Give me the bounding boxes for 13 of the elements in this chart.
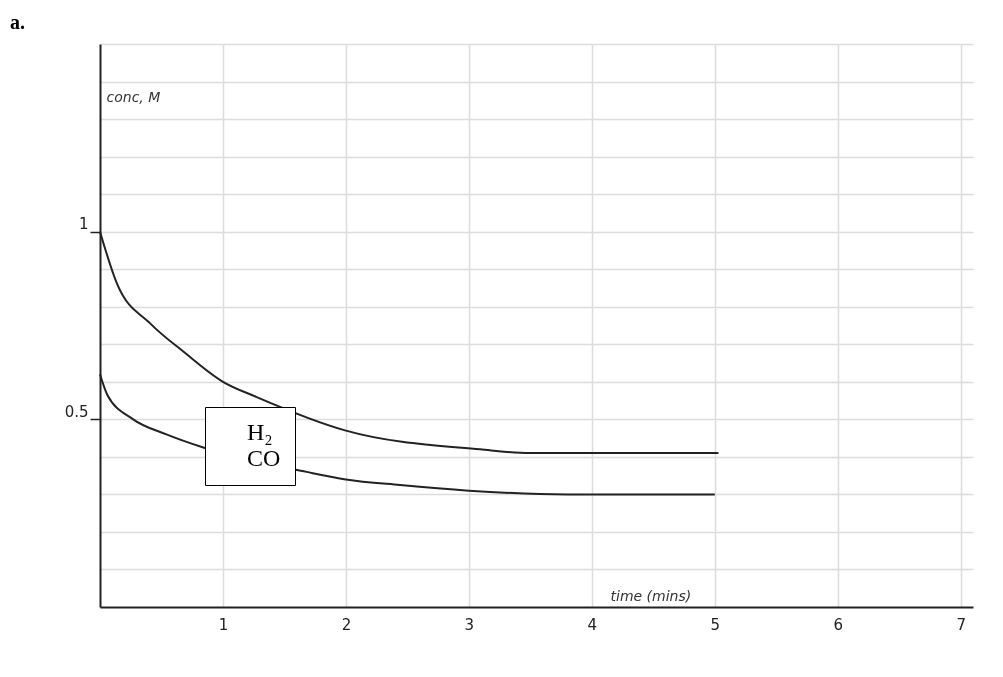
x-tick-label: 5: [710, 615, 721, 634]
series-label: H₂: [247, 419, 273, 445]
series-label: CO: [247, 445, 281, 471]
chart-title: a.: [10, 11, 25, 33]
y-tick-label: 0.5: [64, 402, 89, 421]
x-tick-label: 1: [218, 615, 229, 634]
x-tick-label: 6: [833, 615, 844, 634]
x-tick-label: 4: [587, 615, 598, 634]
x-axis-title: time (mins): [610, 587, 692, 604]
x-tick-label: 2: [341, 615, 352, 634]
x-tick-label: 3: [464, 615, 475, 634]
y-axis-title: conc, M: [106, 88, 161, 105]
x-tick-label: 7: [956, 615, 966, 634]
